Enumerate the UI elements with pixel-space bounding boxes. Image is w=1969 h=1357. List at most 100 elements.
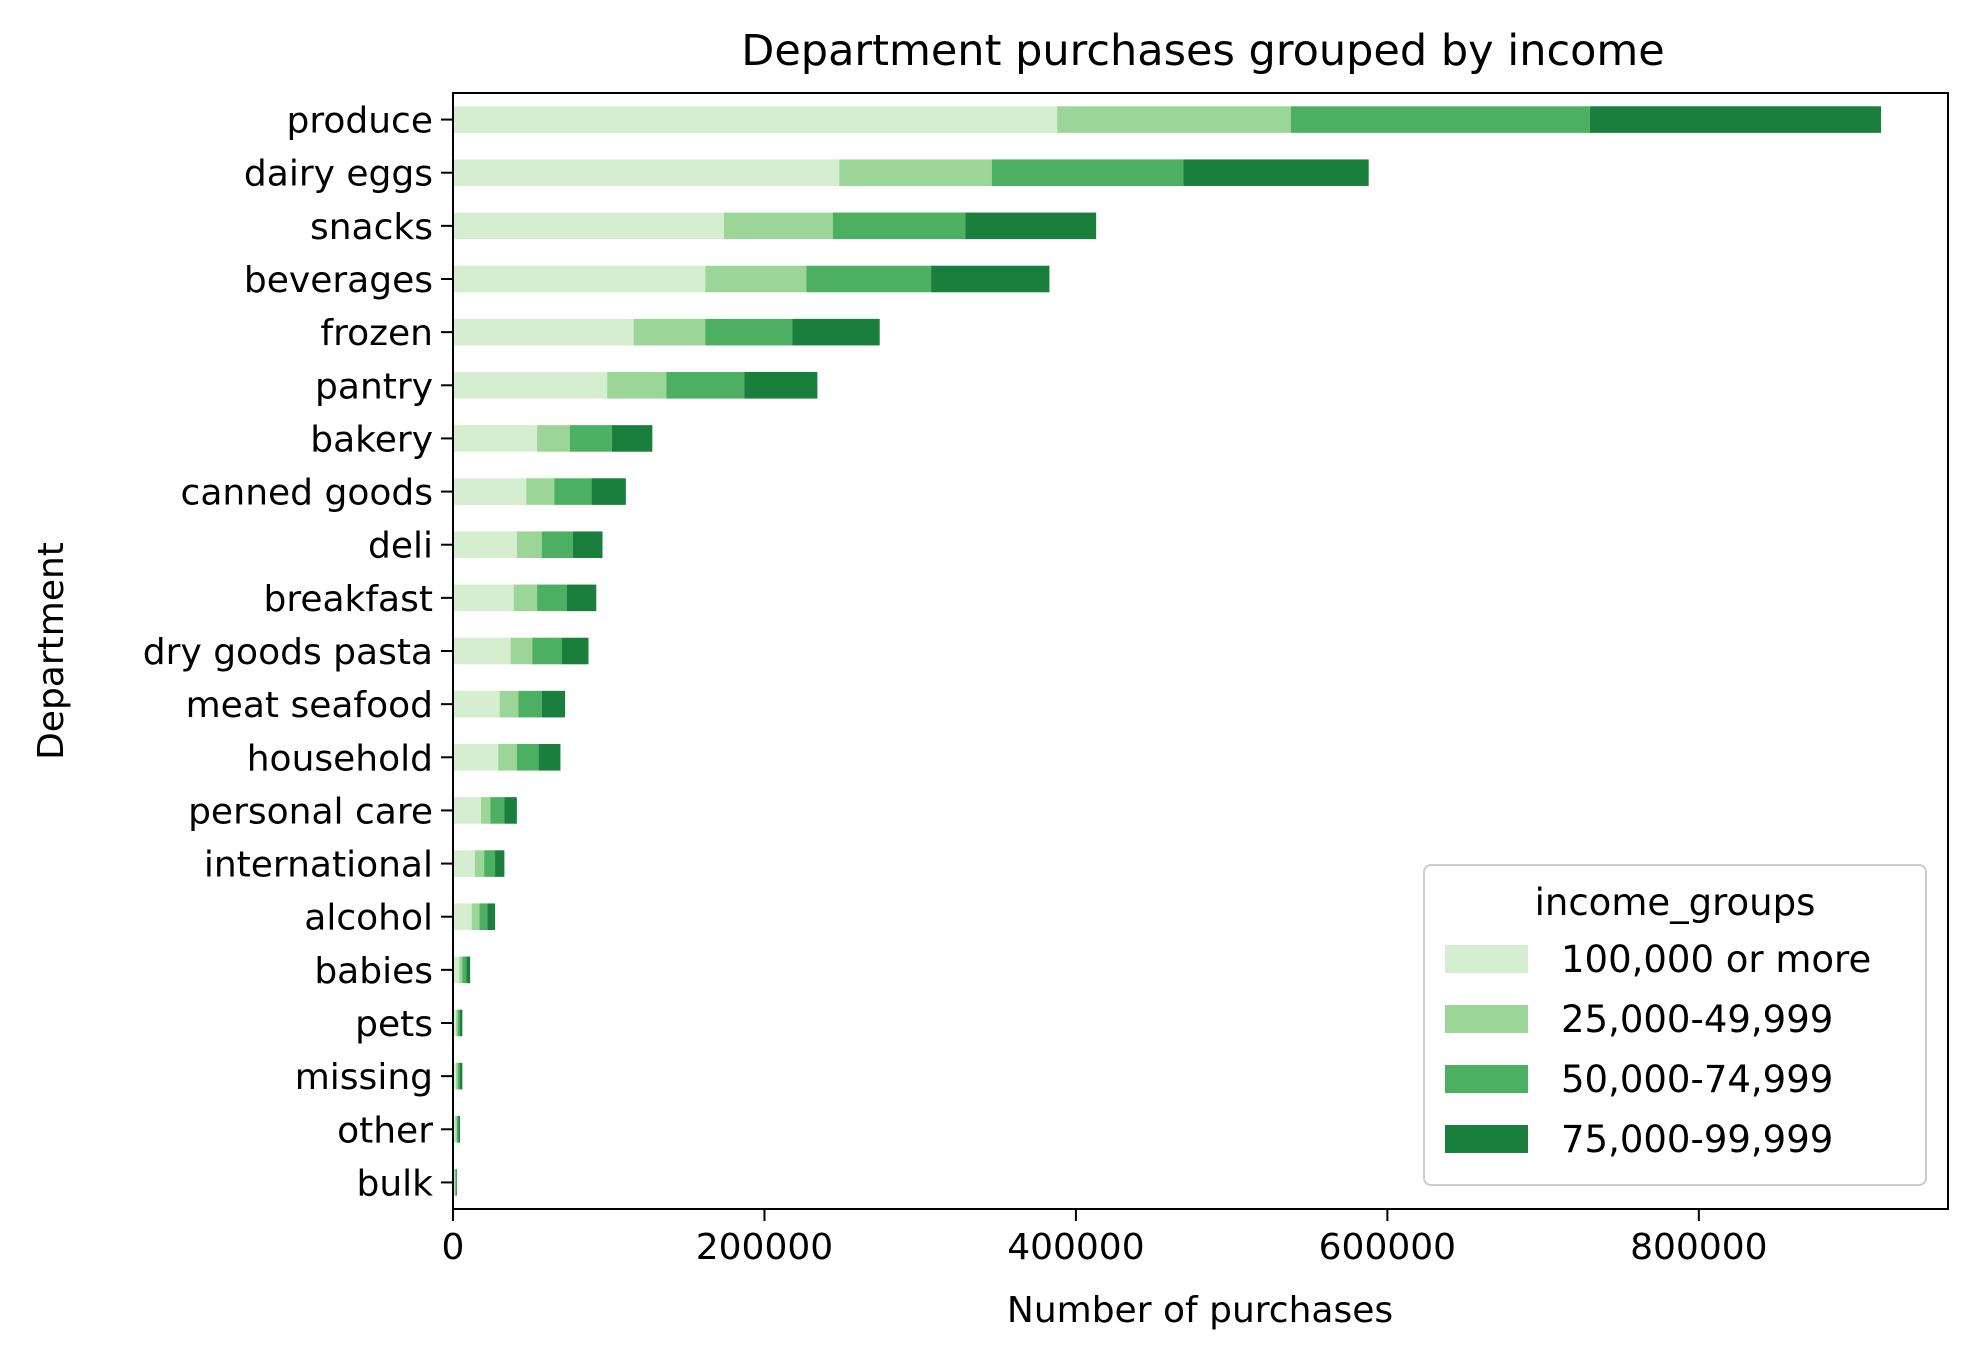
bar-snacks-series-4: [965, 212, 1097, 240]
bar-personal-care-series-2: [481, 797, 491, 824]
y-tick-label: produce: [287, 101, 434, 142]
bar-dairy-eggs-series-1: [453, 159, 840, 186]
bar-beverages-series-4: [931, 265, 1050, 293]
x-tick-label: 800000: [1630, 1227, 1767, 1268]
bar-bulk-series-3: [455, 1169, 457, 1196]
bar-deli-series-4: [572, 531, 603, 558]
bar-international-series-4: [495, 850, 505, 877]
legend-label-4: 75,000-99,999: [1561, 1118, 1833, 1161]
bar-bakery-series-3: [569, 425, 612, 452]
legend-swatch-1: [1445, 945, 1528, 973]
bar-pantry-series-2: [607, 372, 667, 399]
legend-label-3: 50,000-74,999: [1561, 1058, 1833, 1101]
bar-produce-series-4: [1589, 106, 1882, 133]
bar-dairy-eggs-series-4: [1183, 159, 1369, 186]
bar-breakfast-series-1: [453, 584, 514, 612]
bar-household-series-4: [538, 744, 561, 771]
y-tick-label: pets: [355, 1004, 433, 1045]
bar-household-series-3: [516, 744, 539, 771]
x-tick-label: 200000: [696, 1227, 833, 1268]
bar-bakery-series-2: [537, 425, 570, 452]
bar-breakfast-series-4: [566, 584, 597, 612]
bar-meat-seafood-series-1: [453, 690, 500, 718]
bar-alcohol-series-2: [471, 903, 480, 930]
bar-frozen-series-3: [705, 318, 793, 346]
bar-meat-seafood-series-4: [541, 690, 566, 718]
y-axis-ticks: produce dairy eggs snacks beverages frozen pa…: [143, 101, 453, 1204]
legend-label-1: 100,000 or more: [1561, 938, 1871, 981]
plot-frame: [452, 92, 1949, 1210]
x-tick-label: 600000: [1319, 1227, 1456, 1268]
bar-personal-care-series-3: [490, 797, 505, 824]
bar-pantry-series-1: [453, 372, 608, 399]
bar-household-series-2: [498, 744, 517, 771]
y-tick-label: babies: [314, 951, 433, 992]
bar-international-series-1: [453, 850, 475, 877]
bar-beverages-series-3: [806, 265, 932, 293]
bar-babies-series-1: [453, 956, 460, 984]
legend-swatch-3: [1445, 1065, 1528, 1093]
legend-items: 100,000 or more 25,000-49,999 50,000-74,99…: [1445, 938, 1871, 1161]
y-tick-label: deli: [368, 526, 433, 567]
bar-missing-series-4: [460, 1062, 463, 1090]
bar-pets-series-1: [453, 1009, 457, 1037]
y-tick-label: bakery: [310, 419, 433, 460]
bar-other-series-2: [455, 1116, 457, 1143]
bar-babies-series-2: [459, 956, 463, 984]
y-tick-label: dairy eggs: [244, 154, 433, 195]
y-tick-label: missing: [295, 1057, 433, 1098]
bar-deli-series-1: [453, 531, 517, 558]
bar-frozen-series-1: [453, 318, 634, 346]
bar-bakery-series-4: [611, 425, 653, 452]
y-tick-label: breakfast: [263, 579, 433, 620]
bar-missing-series-3: [457, 1062, 461, 1090]
y-tick-label: pantry: [315, 366, 433, 407]
bar-other-series-4: [458, 1116, 461, 1143]
legend-label-2: 25,000-49,999: [1561, 998, 1833, 1041]
bar-missing-series-2: [456, 1062, 458, 1090]
x-tick-label: 0: [442, 1227, 465, 1268]
legend-swatch-2: [1445, 1005, 1528, 1033]
bar-breakfast-series-3: [537, 584, 567, 612]
bar-dry-goods-pasta-series-1: [453, 637, 511, 665]
y-tick-label: dry goods pasta: [143, 632, 433, 673]
y-tick-label: personal care: [188, 791, 433, 832]
y-tick-label: snacks: [310, 207, 433, 248]
bar-pets-series-2: [456, 1009, 458, 1037]
bar-beverages-series-1: [453, 265, 706, 293]
chart-title: Department purchases grouped by income: [741, 26, 1665, 76]
bar-household-series-1: [453, 744, 499, 771]
bar-meat-seafood-series-3: [518, 690, 542, 718]
bar-pets-series-4: [460, 1009, 463, 1037]
bar-produce-series-2: [1057, 106, 1291, 133]
bar-babies-series-4: [466, 956, 471, 984]
bar-babies-series-3: [462, 956, 467, 984]
x-axis-ticks: 0 200000 400000 600000 800000: [442, 1209, 1768, 1268]
bar-pantry-series-3: [666, 372, 745, 399]
bar-bakery-series-1: [453, 425, 538, 452]
y-tick-label: bulk: [356, 1163, 433, 1204]
bar-canned-goods-series-2: [526, 478, 555, 505]
bar-meat-seafood-series-2: [499, 690, 519, 718]
y-axis-label: Department: [31, 542, 72, 760]
bar-dairy-eggs-series-2: [839, 159, 992, 186]
bar-other-series-1: [453, 1116, 456, 1143]
bar-bulk-series-2: [454, 1169, 456, 1196]
bar-pantry-series-4: [744, 372, 818, 399]
bar-dry-goods-pasta-series-4: [562, 637, 589, 665]
legend-box: [1423, 864, 1927, 1186]
bar-international-series-2: [474, 850, 485, 877]
bar-dry-goods-pasta-series-2: [510, 637, 533, 665]
bar-produce-series-1: [453, 106, 1058, 133]
bar-produce-series-3: [1290, 106, 1590, 133]
y-tick-label: household: [247, 738, 433, 779]
bar-international-series-3: [484, 850, 496, 877]
legend-title: income_groups: [1535, 881, 1816, 924]
bar-deli-series-2: [516, 531, 542, 558]
bar-frozen-series-4: [792, 318, 880, 346]
y-tick-label: canned goods: [181, 473, 433, 514]
x-tick-label: 400000: [1007, 1227, 1144, 1268]
bar-snacks-series-1: [453, 212, 724, 240]
bar-alcohol-series-1: [453, 903, 472, 930]
y-tick-label: meat seafood: [186, 685, 433, 726]
